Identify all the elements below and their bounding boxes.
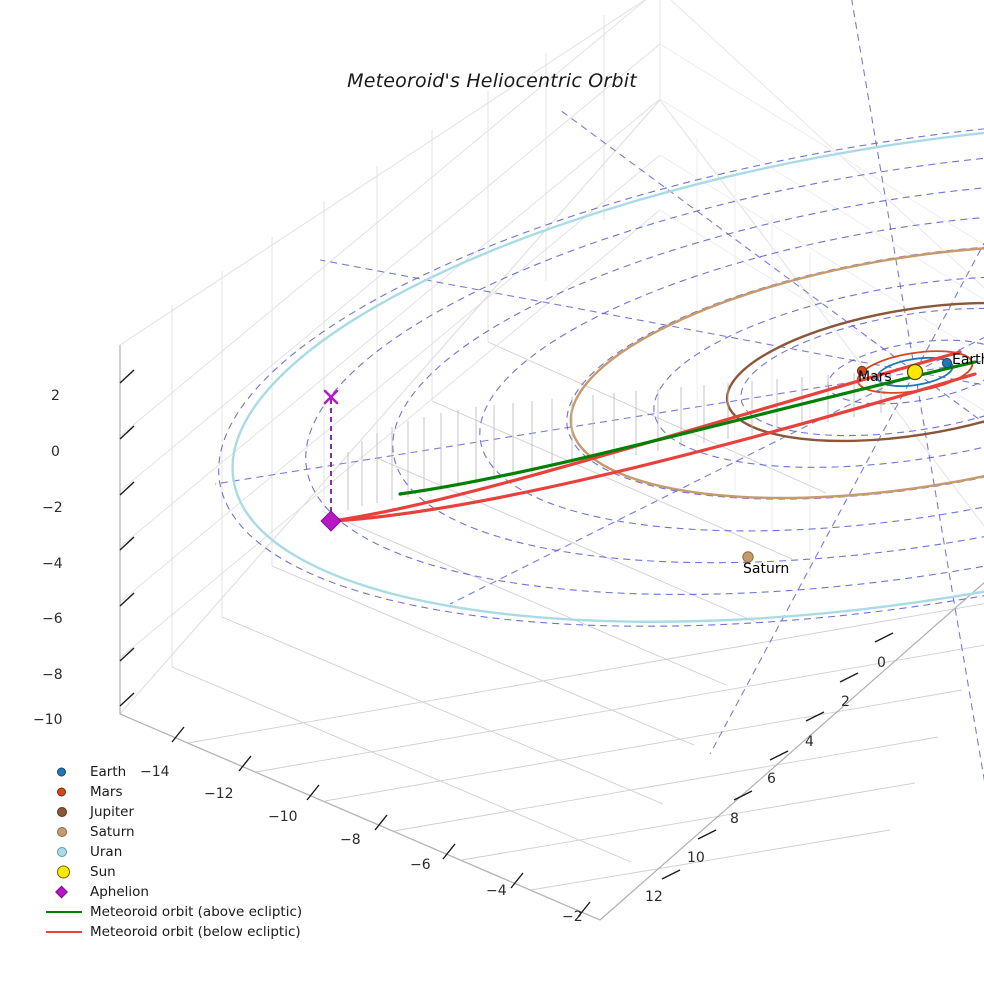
- legend-item-label: Meteoroid orbit (below ecliptic): [90, 924, 301, 940]
- legend-key-mars: [44, 782, 84, 802]
- x-axis-tick-label: −6: [410, 857, 431, 873]
- legend-line-sample-icon: [46, 911, 82, 913]
- x-axis-ticks: [171, 726, 591, 918]
- x-axis-tick-label: −8: [340, 832, 361, 848]
- z-axis-tick-label: −6: [42, 611, 63, 627]
- legend-key-aphelion: [44, 882, 84, 902]
- sun-marker: [906, 363, 924, 381]
- body-label-mars: Mars: [858, 369, 892, 385]
- legend-marker-diamond-icon: [55, 885, 68, 899]
- y-axis-tick-label: 8: [730, 811, 739, 827]
- legend-item[interactable]: Jupiter: [44, 802, 294, 822]
- z-axis-tick-label: −10: [33, 712, 63, 728]
- x-axis-tick-label: −10: [268, 809, 298, 825]
- bottom-pane-grid-y: [171, 341, 827, 863]
- legend-item[interactable]: Uran: [44, 842, 294, 862]
- x-axis-tick-label: −2: [562, 909, 583, 925]
- legend-key-line: [44, 922, 84, 942]
- legend-item-label: Earth: [90, 764, 127, 780]
- aphelion-marker: [320, 510, 342, 532]
- page-title: Meteoroid's Heliocentric Orbit: [347, 70, 637, 92]
- saturn-marker: [742, 551, 754, 563]
- left-pane-grid: [119, 0, 661, 667]
- y-axis-tick-label: 2: [841, 694, 850, 710]
- y-axis-tick-label: 0: [877, 655, 886, 671]
- legend-key-saturn: [44, 822, 84, 842]
- y-axis-tick-label: 12: [645, 889, 663, 905]
- body-label-earth: Earth: [952, 352, 984, 368]
- x-axis-tick-label: −4: [486, 883, 507, 899]
- legend-key-earth: [44, 762, 84, 782]
- legend-item[interactable]: Aphelion: [44, 882, 294, 902]
- bottom-pane-grid-x: [187, 603, 984, 891]
- x-axis-tick-label: −12: [204, 786, 234, 802]
- legend-marker-dot-icon: [57, 847, 67, 857]
- z-axis-tick-label: −2: [42, 500, 63, 516]
- legend-marker-dot-icon: [57, 787, 66, 797]
- legend: Earth Mars Jupiter Saturn Uran Sun Aphelion Met…: [44, 762, 302, 942]
- legend-key-sun: [44, 862, 84, 882]
- orbit-saturn: [569, 244, 984, 500]
- legend-item-label: Meteoroid orbit (above ecliptic): [90, 904, 303, 920]
- legend-key-uran: [44, 842, 84, 862]
- body-label-saturn: Saturn: [743, 561, 790, 577]
- legend-item-label: Mars: [90, 784, 123, 800]
- z-axis-tick-label: −4: [42, 556, 63, 572]
- legend-marker-dot-icon: [57, 807, 67, 817]
- legend-key-line: [44, 902, 84, 922]
- legend-item[interactable]: Meteoroid orbit (above ecliptic): [44, 902, 302, 922]
- legend-item-label: Uran: [90, 844, 123, 860]
- legend-item[interactable]: Sun: [44, 862, 294, 882]
- legend-item[interactable]: Earth: [44, 762, 294, 782]
- x-axis-tick-label: −14: [140, 764, 170, 780]
- legend-marker-dot-icon: [57, 865, 70, 879]
- z-axis-tick-label: 0: [51, 444, 60, 460]
- legend-item-label: Aphelion: [90, 884, 149, 900]
- meteoroid-orbit-above-ecliptic: [398, 360, 977, 496]
- axis-spines: [119, 345, 984, 921]
- meteoroid-orbit-below-ecliptic: [331, 350, 977, 523]
- orbit-jupiter: [725, 301, 984, 443]
- back-pane-grid: [659, 43, 984, 577]
- z-axis-tick-label: −8: [42, 667, 63, 683]
- aphelion-x-marker: [323, 389, 339, 405]
- legend-line-sample-icon: [46, 931, 82, 933]
- legend-marker-dot-icon: [57, 827, 67, 837]
- mars-marker: [856, 365, 868, 377]
- legend-key-jupiter: [44, 802, 84, 822]
- y-axis-tick-label: 10: [687, 850, 705, 866]
- legend-item[interactable]: Meteoroid orbit (below ecliptic): [44, 922, 301, 942]
- legend-item-label: Jupiter: [90, 804, 135, 820]
- z-axis-tick-label: 2: [51, 388, 60, 404]
- legend-item-label: Sun: [90, 864, 116, 880]
- z-axis-ticks: [119, 369, 135, 707]
- y-axis-ticks: [661, 632, 894, 880]
- orbit-uranus: [231, 121, 984, 623]
- earth-marker: [941, 357, 953, 369]
- legend-marker-dot-icon: [57, 767, 66, 777]
- legend-item-label: Saturn: [90, 824, 135, 840]
- y-axis-tick-label: 4: [805, 734, 814, 750]
- legend-item[interactable]: Saturn: [44, 822, 294, 842]
- y-axis-tick-label: 6: [767, 771, 776, 787]
- legend-item[interactable]: Mars: [44, 782, 294, 802]
